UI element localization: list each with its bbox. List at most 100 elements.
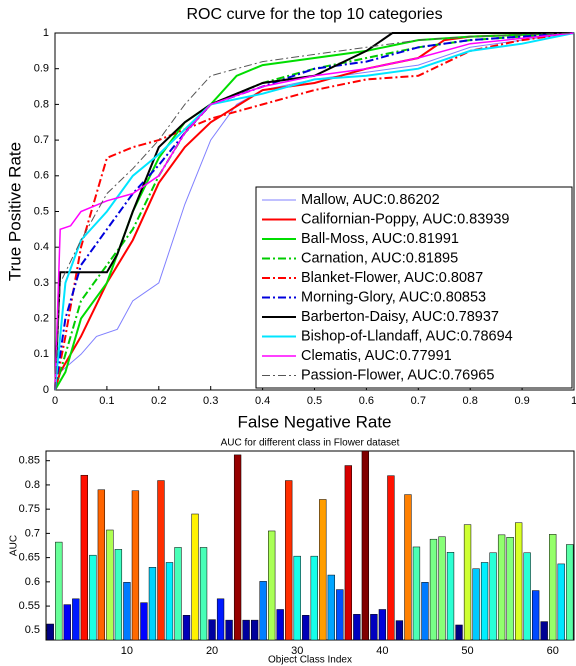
- y-tick-label: 0.5: [25, 624, 40, 636]
- legend-label: Bishop-of-Llandaff, AUC:0.78694: [301, 328, 513, 344]
- x-tick-label: 0.8: [463, 395, 478, 407]
- y-tick-label: 0.4: [34, 241, 49, 253]
- bar: [293, 555, 301, 641]
- y-tick-label: 0.3: [34, 277, 49, 289]
- bar: [387, 475, 395, 641]
- y-tick-label: 0.75: [19, 503, 40, 515]
- roc-line: [54, 32, 574, 391]
- y-tick-label: 0.8: [25, 479, 40, 491]
- legend-label: Morning-Glory, AUC:0.80853: [301, 289, 486, 305]
- bar: [549, 534, 557, 641]
- x-axis-label: False Negative Rate: [237, 412, 391, 431]
- x-tick-label: 0.9: [514, 395, 529, 407]
- x-tick-label: 50: [461, 645, 473, 657]
- x-tick-label: 20: [206, 645, 218, 657]
- bar: [395, 620, 404, 641]
- y-tick-label: 0.7: [34, 134, 49, 146]
- bar: [463, 524, 472, 641]
- bar: [216, 598, 225, 641]
- x-tick-label: 0.4: [255, 395, 270, 407]
- bar: [140, 602, 148, 641]
- legend-label: Clematis, AUC:0.77991: [301, 348, 452, 364]
- chart-title: ROC curve for the top 10 categories: [186, 6, 442, 23]
- y-tick-label: 1: [43, 27, 49, 39]
- bar: [361, 450, 370, 641]
- bar: [429, 538, 438, 641]
- bar: [370, 614, 378, 641]
- bar: [566, 544, 574, 641]
- x-tick-label: 0.5: [307, 395, 322, 407]
- bar: [455, 624, 463, 641]
- x-tick-label: 10: [121, 645, 133, 657]
- bar: [165, 562, 174, 641]
- y-axis-label: True Positive Rate: [5, 142, 24, 281]
- y-tick-label: 0.7: [25, 527, 40, 539]
- bar: [412, 546, 421, 641]
- bar: [80, 474, 88, 641]
- legend-label: Blanket-Flower, AUC:0.8087: [301, 270, 483, 286]
- bar: [378, 609, 387, 641]
- y-tick-label: 0.8: [34, 98, 49, 110]
- bar: [489, 552, 497, 641]
- bar: [55, 541, 63, 641]
- x-tick-label: 0.1: [99, 395, 114, 407]
- bar: [63, 604, 71, 641]
- y-tick-label: 0.5: [34, 205, 49, 217]
- bar: [225, 619, 233, 641]
- bar: [310, 555, 318, 641]
- y-tick-label: 0.65: [19, 552, 40, 564]
- y-axis-label: AUC: [9, 535, 20, 556]
- roc-line: [54, 32, 575, 391]
- bar: [242, 619, 250, 641]
- bar: [421, 582, 429, 641]
- bar: [131, 490, 140, 641]
- bar: [72, 598, 80, 641]
- bar: [506, 537, 514, 641]
- bar: [480, 562, 489, 641]
- roc-line: [54, 32, 575, 391]
- y-tick-label: 0.85: [19, 455, 40, 467]
- bar: [123, 582, 131, 641]
- bar: [336, 589, 344, 641]
- legend-label: Barberton-Daisy, AUC:0.78937: [301, 309, 499, 325]
- bar: [438, 536, 446, 641]
- bar: [106, 529, 114, 641]
- legend-label: Mallow, AUC:0.86202: [301, 192, 440, 208]
- legend-box: [255, 186, 573, 389]
- x-tick-label: 0: [52, 395, 58, 407]
- roc-line: [54, 32, 575, 391]
- bar: [472, 568, 480, 641]
- bar: [276, 609, 284, 641]
- chart-title: AUC for different class in Flower datase…: [221, 438, 400, 449]
- bar: [404, 494, 412, 641]
- bar: [97, 489, 106, 641]
- legend-label: Passion-Flower, AUC:0.76965: [301, 367, 494, 383]
- bar: [540, 621, 548, 641]
- roc-line: [54, 32, 575, 391]
- bar: [319, 499, 327, 641]
- bar: [46, 623, 54, 641]
- x-axis-label: Object Class Index: [268, 655, 352, 666]
- x-tick-label: 40: [376, 645, 388, 657]
- y-tick-label: 0.1: [34, 348, 49, 360]
- x-tick-label: 0.2: [151, 395, 166, 407]
- bar: [89, 554, 97, 641]
- bar: [268, 530, 276, 641]
- bar: [353, 614, 361, 641]
- bar: [114, 549, 123, 641]
- legend-label: Californian-Poppy, AUC:0.83939: [301, 211, 510, 227]
- bar: [327, 574, 335, 641]
- y-tick-label: 0.6: [25, 576, 40, 588]
- bar: [532, 590, 540, 641]
- legend-label: Carnation, AUC:0.81895: [301, 250, 458, 266]
- bar: [250, 619, 259, 641]
- bar: [191, 513, 199, 641]
- bar: [523, 552, 531, 641]
- bar: [182, 615, 191, 641]
- bar: [199, 547, 208, 641]
- bar: [259, 581, 267, 641]
- bar: [344, 465, 352, 641]
- bar: [208, 619, 216, 641]
